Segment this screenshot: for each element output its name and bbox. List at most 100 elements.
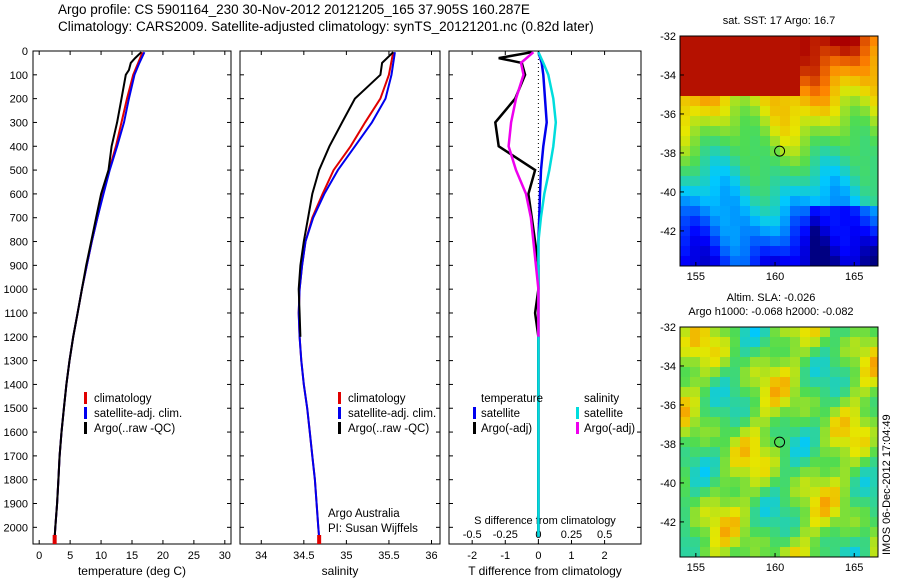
legend-swatch-1: [338, 422, 341, 434]
map-cell: [740, 166, 750, 176]
map-cell: [870, 487, 878, 497]
map-cell: [870, 387, 878, 397]
map-cell: [740, 497, 750, 507]
map-cell: [710, 437, 720, 447]
map-cell: [870, 467, 878, 477]
map-cell: [710, 216, 720, 226]
map-cell: [810, 487, 820, 497]
map-cell: [740, 427, 750, 437]
map-cell: [700, 206, 710, 216]
map-cell: [710, 477, 720, 487]
map-frame-0: [679, 35, 879, 267]
map-cell: [760, 96, 770, 106]
map-cell: [790, 166, 800, 176]
map-cell: [690, 256, 700, 266]
map-cell: [810, 96, 820, 106]
map-cell: [860, 176, 870, 186]
map-cell: [860, 537, 870, 547]
diff-legend-entry: Argo(-adj): [584, 423, 635, 435]
plot-frame-2: [448, 50, 642, 545]
map-cell: [840, 56, 850, 66]
map-cell: [750, 96, 760, 106]
map-cell: [870, 397, 878, 407]
map-cell: [800, 166, 810, 176]
map-cell: [760, 56, 770, 66]
map-cell: [830, 357, 840, 367]
map-cell: [690, 547, 700, 557]
map-cell: [710, 347, 720, 357]
map-cell: [850, 407, 860, 417]
map-cell: [710, 106, 720, 116]
map-cell: [740, 216, 750, 226]
map-cell: [830, 176, 840, 186]
map-cell: [800, 46, 810, 56]
map-cell: [830, 186, 840, 196]
map-cell: [810, 387, 820, 397]
map-cell: [770, 497, 780, 507]
map-cell: [800, 477, 810, 487]
map-cell: [780, 86, 790, 96]
map-cell: [840, 497, 850, 507]
map-cell: [690, 86, 700, 96]
map-cell: [780, 357, 790, 367]
x-axis-label-0: temperature (deg C): [78, 564, 186, 578]
map-cell: [680, 497, 690, 507]
map-cell: [770, 166, 780, 176]
map-cell: [780, 507, 790, 517]
map-cell: [720, 116, 730, 126]
map-cell: [850, 427, 860, 437]
map-cell: [690, 36, 700, 46]
map-cell: [760, 357, 770, 367]
y-tick-label: 400: [10, 141, 28, 153]
map-cell: [710, 196, 720, 206]
map-cell: [870, 56, 878, 66]
map-cell: [810, 397, 820, 407]
map-cell: [680, 467, 690, 477]
map-cell: [740, 226, 750, 236]
map-cell: [870, 206, 878, 216]
map-cell: [750, 507, 760, 517]
map-cell: [690, 387, 700, 397]
map-cell: [850, 467, 860, 477]
map-cell: [800, 407, 810, 417]
map-cell: [830, 497, 840, 507]
map-cell: [790, 397, 800, 407]
map-cell: [800, 547, 810, 557]
s-tick-label: -0.5: [463, 529, 482, 541]
map-cell: [690, 397, 700, 407]
map-cell: [780, 96, 790, 106]
map-cell: [810, 377, 820, 387]
map-cell: [690, 487, 700, 497]
map-cell: [810, 196, 820, 206]
map-cell: [870, 367, 878, 377]
map-cell: [780, 457, 790, 467]
map-cell: [790, 256, 800, 266]
map-cell: [800, 106, 810, 116]
x-tick-label-0: 25: [188, 550, 200, 562]
map-cell: [840, 256, 850, 266]
map-cell: [780, 106, 790, 116]
map-cell: [710, 56, 720, 66]
map-cell: [860, 76, 870, 86]
map-cell: [700, 497, 710, 507]
map-cell: [750, 397, 760, 407]
map-cell: [700, 136, 710, 146]
y-tick-label: 1000: [4, 284, 28, 296]
map-cell: [870, 377, 878, 387]
map-cell: [760, 327, 770, 337]
map-cell: [710, 226, 720, 236]
map-cell: [870, 457, 878, 467]
map-cell: [850, 246, 860, 256]
map-cell: [810, 46, 820, 56]
map-cell: [830, 256, 840, 266]
y-tick-label: 500: [10, 165, 28, 177]
map-cell: [760, 437, 770, 447]
map-cell: [870, 417, 878, 427]
map-cell: [770, 156, 780, 166]
map-cell: [820, 96, 830, 106]
map-cell: [790, 226, 800, 236]
map-x-tick-label: 160: [766, 271, 784, 283]
map-cell: [770, 176, 780, 186]
map-cell: [710, 116, 720, 126]
